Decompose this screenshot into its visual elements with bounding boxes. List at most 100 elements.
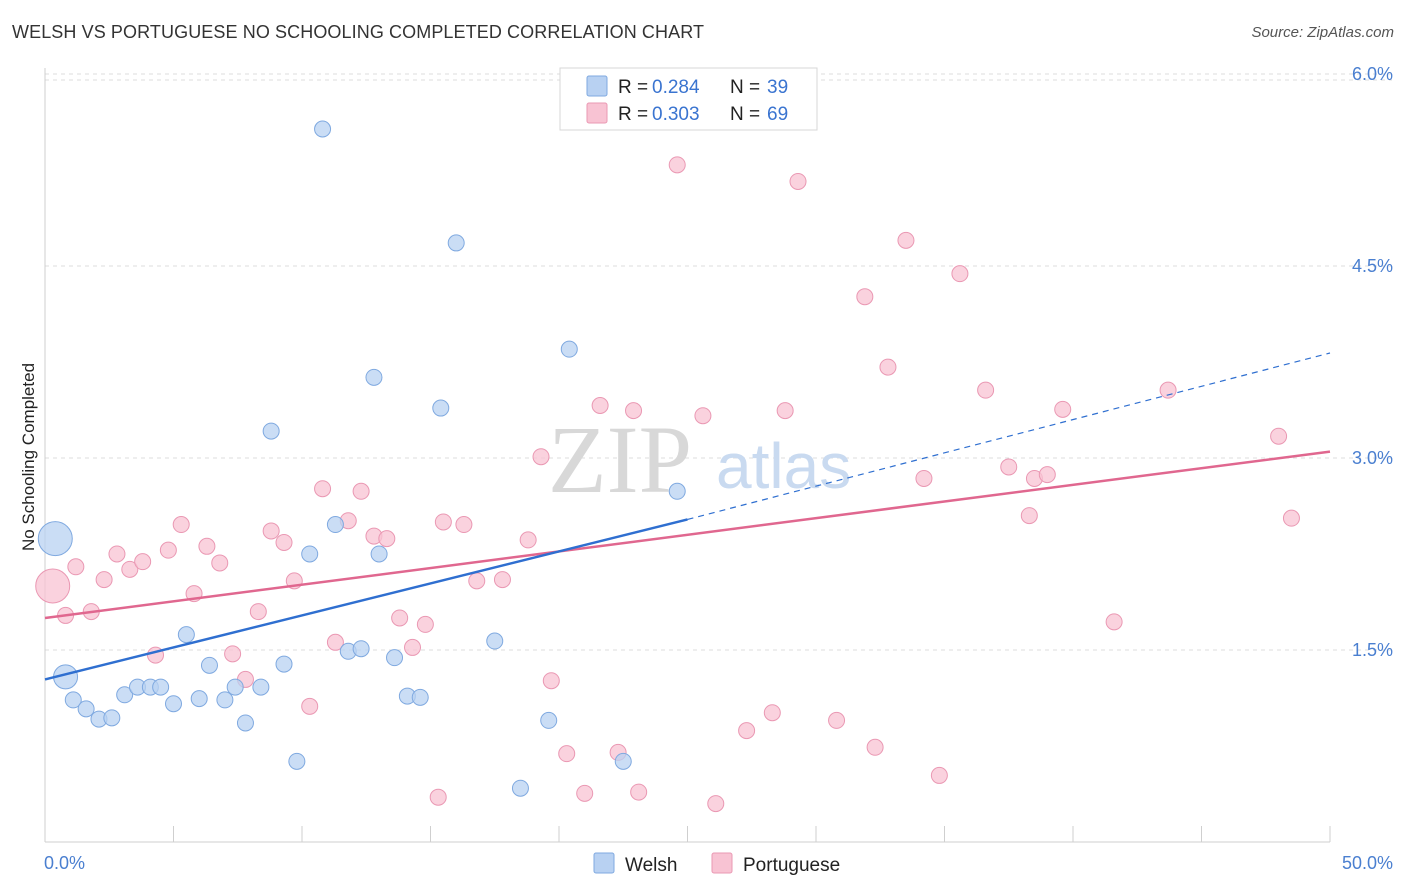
welsh-point [511, 779, 529, 797]
portuguese-point [35, 568, 71, 604]
y-tick-label: 4.5% [1352, 256, 1393, 276]
portuguese-point [455, 516, 473, 534]
portuguese-point [493, 571, 511, 589]
portuguese-point [391, 609, 409, 627]
portuguese-point [1000, 458, 1018, 476]
portuguese-point [314, 480, 332, 498]
legend: R = 0.284 N = 39 R = 0.303 N = 69 [559, 67, 818, 131]
bottom-legend-swatch-portuguese [711, 852, 733, 874]
welsh-point [301, 545, 319, 563]
portuguese-point [211, 554, 229, 572]
welsh-point [262, 422, 280, 440]
welsh-point [352, 640, 370, 658]
welsh-point [288, 752, 306, 770]
welsh-point [103, 709, 121, 727]
tick-labels: 1.5% 3.0% 4.5% 6.0% 0.0% 50.0% [44, 64, 1393, 873]
portuguese-point [249, 603, 267, 621]
welsh-point [177, 626, 195, 644]
welsh-point [432, 399, 450, 417]
chart-title: WELSH VS PORTUGUESE NO SCHOOLING COMPLET… [12, 22, 705, 42]
welsh-point [200, 656, 218, 674]
legend-welsh-n-value: 39 [767, 77, 788, 98]
legend-portuguese-n-label: N = [730, 104, 760, 125]
legend-portuguese-r-value: 0.303 [652, 104, 700, 125]
portuguese-point [532, 448, 550, 466]
watermark-zip: ZIP [548, 406, 692, 513]
y-tick-label: 3.0% [1352, 448, 1393, 468]
portuguese-point [879, 358, 897, 376]
welsh-point [252, 678, 270, 696]
legend-welsh-n-label: N = [730, 77, 760, 98]
portuguese-point [625, 402, 643, 420]
welsh-point [486, 632, 504, 650]
portuguese-point [1159, 381, 1177, 399]
portuguese-point [1038, 466, 1056, 484]
portuguese-point [352, 482, 370, 500]
portuguese-point [1282, 509, 1300, 527]
portuguese-point [789, 172, 807, 190]
welsh-point [386, 649, 404, 667]
welsh-point [365, 368, 383, 386]
portuguese-point [856, 288, 874, 306]
y-tick-label: 1.5% [1352, 640, 1393, 660]
portuguese-point [1020, 507, 1038, 525]
welsh-point [370, 545, 388, 563]
portuguese-point [542, 672, 560, 690]
portuguese-point [134, 553, 152, 571]
legend-swatch-welsh [586, 75, 608, 97]
portuguese-point [121, 560, 139, 578]
portuguese-point [198, 537, 216, 555]
portuguese-point [558, 745, 576, 763]
legend-swatch-portuguese [586, 102, 608, 124]
watermark-atlas: atlas [716, 430, 851, 502]
portuguese-point [378, 530, 396, 548]
portuguese-point [591, 396, 609, 414]
x-tick-label: 0.0% [44, 853, 85, 873]
portuguese-point [1054, 400, 1072, 418]
welsh-point [226, 678, 244, 696]
axes [44, 68, 1331, 843]
welsh-point [236, 714, 254, 732]
portuguese-trend-line [44, 450, 1331, 620]
portuguese-point [108, 545, 126, 563]
welsh-point [275, 655, 293, 673]
portuguese-point [224, 645, 242, 663]
source-credit: Source: ZipAtlas.com [1251, 24, 1394, 41]
portuguese-point [915, 469, 933, 487]
portuguese-point [707, 795, 725, 813]
welsh-point [411, 688, 429, 706]
portuguese-point [468, 572, 486, 590]
legend-welsh-r-label: R = [618, 77, 648, 98]
welsh-point [152, 678, 170, 696]
portuguese-point [977, 381, 995, 399]
y-tick-label: 6.0% [1352, 64, 1393, 84]
welsh-point [216, 691, 234, 709]
welsh-trend-line [44, 518, 688, 681]
portuguese-point [1105, 613, 1123, 631]
portuguese-point [159, 541, 177, 559]
portuguese-point [776, 402, 794, 420]
portuguese-point [630, 783, 648, 801]
welsh-point [77, 700, 95, 718]
y-axis-title: No Schooling Completed [19, 363, 38, 551]
legend-portuguese-r-label: R = [618, 104, 648, 125]
welsh-point [326, 516, 344, 534]
portuguese-point [301, 697, 319, 715]
welsh-point [116, 686, 134, 704]
portuguese-point [763, 704, 781, 722]
bottom-legend: Welsh Portuguese [593, 852, 840, 876]
portuguese-point [694, 407, 712, 425]
portuguese-point [262, 522, 280, 540]
portuguese-point [434, 513, 452, 531]
portuguese-point [668, 156, 686, 174]
welsh-point [37, 521, 73, 557]
portuguese-point [275, 533, 293, 551]
portuguese-point [930, 766, 948, 784]
welsh-point [614, 752, 632, 770]
welsh-point [540, 711, 558, 729]
portuguese-point [897, 231, 915, 249]
welsh-point [190, 690, 208, 708]
legend-portuguese-n-value: 69 [767, 104, 788, 125]
welsh-trend-extension [687, 352, 1331, 521]
